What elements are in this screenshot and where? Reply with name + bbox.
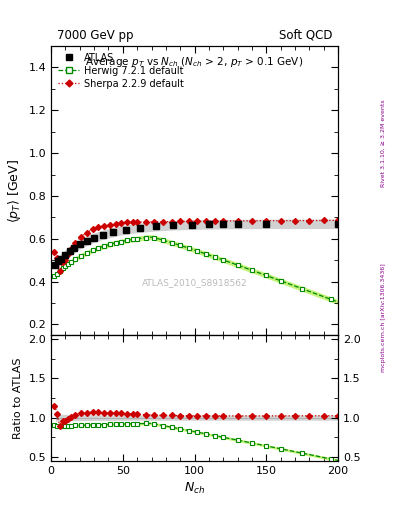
Text: mcplots.cern.ch [arXiv:1306.3436]: mcplots.cern.ch [arXiv:1306.3436] (381, 263, 386, 372)
Text: Average $p_T$ vs $N_{ch}$ ($N_{ch}$ > 2, $p_T$ > 0.1 GeV): Average $p_T$ vs $N_{ch}$ ($N_{ch}$ > 2,… (85, 55, 304, 69)
Text: ATLAS_2010_S8918562: ATLAS_2010_S8918562 (142, 279, 247, 288)
Legend: ATLAS, Herwig 7.2.1 default, Sherpa 2.2.9 default: ATLAS, Herwig 7.2.1 default, Sherpa 2.2.… (56, 51, 186, 91)
Text: Rivet 3.1.10, ≥ 3.2M events: Rivet 3.1.10, ≥ 3.2M events (381, 99, 386, 187)
Text: 7000 GeV pp: 7000 GeV pp (57, 29, 133, 42)
Text: Soft QCD: Soft QCD (279, 29, 332, 42)
Y-axis label: $\langle p_T \rangle$ [GeV]: $\langle p_T \rangle$ [GeV] (6, 159, 23, 223)
X-axis label: $N_{ch}$: $N_{ch}$ (184, 481, 205, 496)
Y-axis label: Ratio to ATLAS: Ratio to ATLAS (13, 357, 23, 439)
